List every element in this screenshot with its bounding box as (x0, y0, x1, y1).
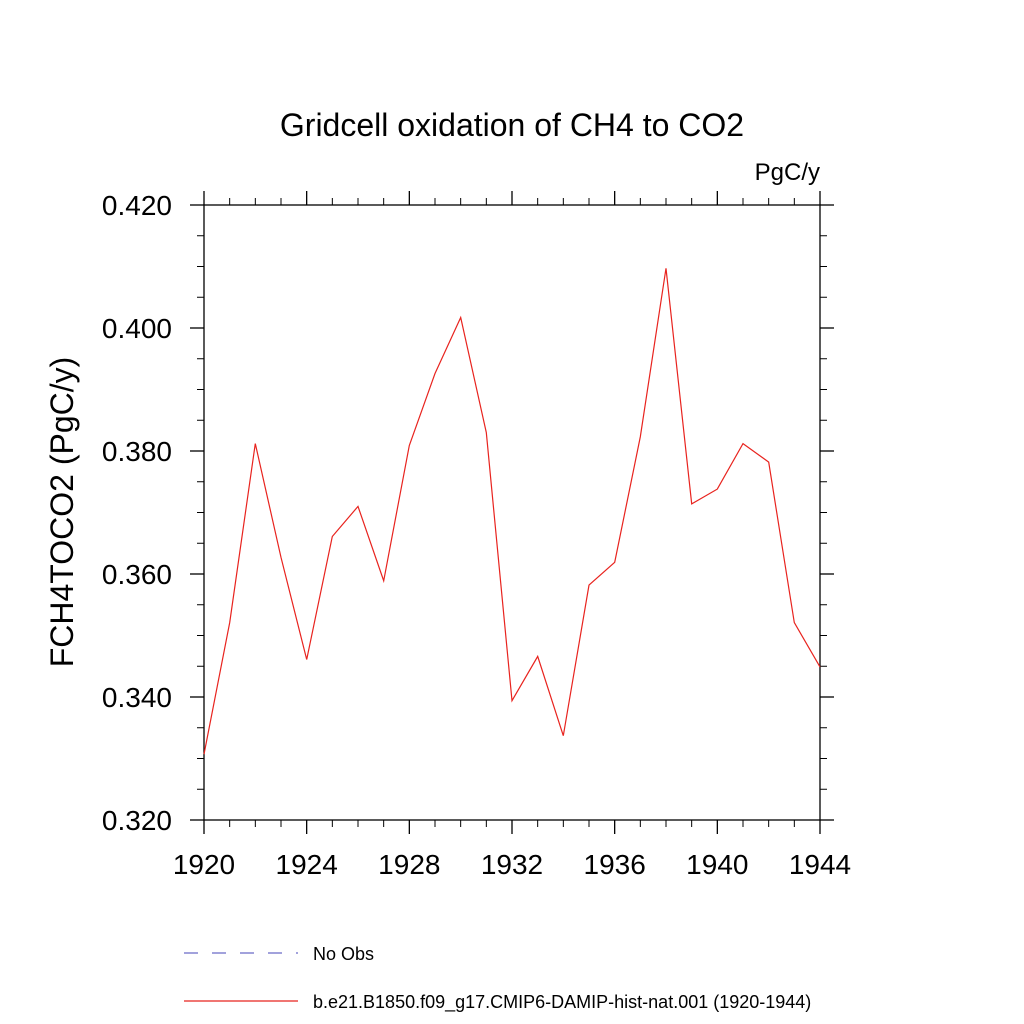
y-tick-label: 0.420 (102, 190, 172, 221)
y-tick-label: 0.320 (102, 805, 172, 836)
series-line (203, 268, 821, 755)
y-tick-label: 0.360 (102, 559, 172, 590)
x-tick-label: 1932 (481, 849, 543, 880)
y-axis-label: FCH4TOCO2 (PgC/y) (44, 357, 80, 668)
y-tick-label: 0.400 (102, 313, 172, 344)
y-tick-label: 0.380 (102, 436, 172, 467)
series-group (203, 268, 821, 755)
x-tick-label: 1936 (584, 849, 646, 880)
axis-ticks: 1920 1924 1928 1932 1936 1940 1944 0.320 0.340 0.… (102, 190, 851, 880)
x-tick-label: 1928 (378, 849, 440, 880)
legend-label: No Obs (313, 944, 374, 964)
x-tick-label: 1940 (686, 849, 748, 880)
legend-label: b.e21.B1850.f09_g17.CMIP6-DAMIP-hist-nat… (313, 992, 811, 1013)
legend: No Obs b.e21.B1850.f09_g17.CMIP6-DAMIP-hi… (184, 944, 811, 1013)
plot-axes (203, 204, 821, 821)
x-tick-label: 1944 (789, 849, 851, 880)
plot-frame (203, 204, 821, 821)
chart-title: Gridcell oxidation of CH4 to CO2 (280, 107, 744, 143)
x-tick-label: 1924 (276, 849, 338, 880)
units-label: PgC/y (755, 159, 820, 186)
y-tick-label: 0.340 (102, 682, 172, 713)
x-tick-label: 1920 (173, 849, 235, 880)
